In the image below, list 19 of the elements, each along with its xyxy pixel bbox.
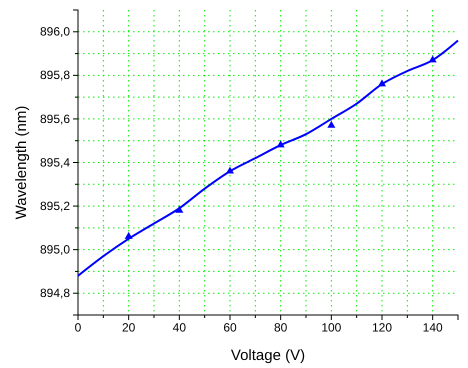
- y-tick-label: 895,8: [40, 68, 70, 82]
- y-tick-label: 895,4: [40, 155, 70, 170]
- y-tick-label: 895,0: [40, 242, 70, 256]
- x-tick-label: 60: [223, 320, 237, 335]
- x-tick-label: 40: [172, 320, 186, 335]
- x-axis-title: Voltage (V): [230, 347, 306, 364]
- x-tick-label: 20: [122, 320, 136, 335]
- y-tick-label: 895,2: [40, 198, 70, 213]
- x-tick-label: 120: [372, 320, 392, 335]
- y-tick-label: 895,6: [40, 112, 70, 126]
- line-series: [77, 40, 459, 277]
- y-tick-label: 896,0: [40, 24, 70, 39]
- x-tick-label: 100: [321, 320, 342, 335]
- point: [327, 120, 336, 128]
- y-tick-label: 894,8: [40, 286, 70, 300]
- x-tick-label: 80: [274, 320, 288, 335]
- x-tick-label: 140: [422, 320, 443, 335]
- y-axis-title: Wavelength (nm): [13, 106, 30, 220]
- x-tick-label: 0: [74, 320, 82, 335]
